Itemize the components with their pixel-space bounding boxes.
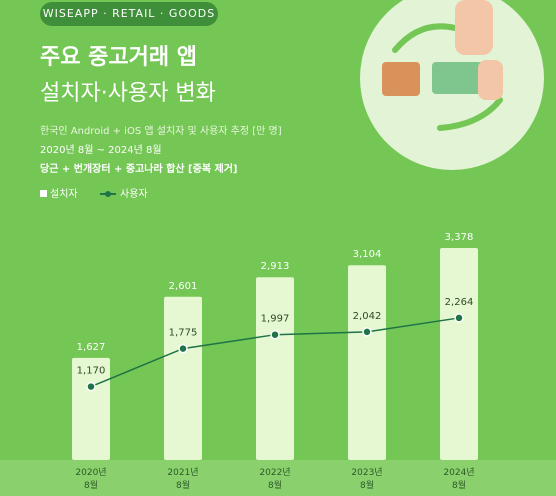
value-label: 2,601 [169, 281, 198, 292]
value-label: 3,378 [445, 232, 474, 243]
bar [440, 248, 478, 460]
point [86, 381, 96, 392]
value-label: 3,104 [353, 249, 382, 260]
axis-strip [0, 460, 556, 496]
chart-title: 주요 중고거래 앱 [40, 45, 197, 70]
x-tick-label: 2024년 8월 [443, 467, 474, 491]
bar [164, 296, 202, 460]
point [178, 343, 188, 354]
value-label: 1,997 [261, 314, 290, 325]
note: 한국인 Android + iOS 앱 설치자 및 사용자 추정 [만 명] [40, 125, 282, 137]
legend-swatch [40, 190, 47, 197]
point [362, 327, 372, 337]
illustration [360, 0, 544, 170]
badge: WISEAPP · RETAIL · GOODS [43, 7, 215, 20]
value-label: 2,913 [261, 261, 290, 272]
badge-pill [40, 2, 218, 26]
value-label: 2,042 [353, 311, 382, 322]
bar [348, 265, 386, 460]
value-label: 1,627 [77, 342, 106, 353]
legend-label: 설치자 [50, 188, 78, 200]
x-tick-label: 2023년 8월 [351, 467, 382, 491]
point [270, 329, 280, 340]
value-label: 2,264 [445, 297, 474, 308]
point [454, 313, 464, 323]
x-tick-label: 2022년 8월 [259, 467, 290, 491]
value-label: 1,170 [77, 366, 106, 377]
bar [256, 277, 294, 460]
note: 당근 + 번개장터 + 중고나라 합산 [중복 제거] [40, 162, 237, 175]
legend-label: 사용자 [120, 188, 148, 200]
legend-dot [105, 191, 111, 197]
x-tick-label: 2020년 8월 [75, 467, 106, 491]
note: 2020년 8월 ~ 2024년 8월 [40, 144, 162, 156]
x-tick-label: 2021년 8월 [167, 467, 198, 491]
value-label: 1,775 [169, 328, 198, 339]
chart-subtitle: 설치자·사용자 변화 [40, 81, 216, 106]
